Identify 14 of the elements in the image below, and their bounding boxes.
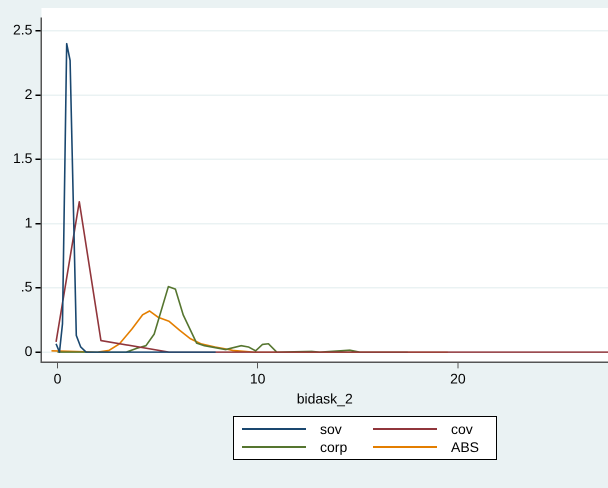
y-tick-label: 2.5 [12, 22, 33, 38]
y-tick-label: 2 [24, 86, 33, 102]
x-tick-label: 0 [54, 370, 62, 387]
x-tick-label: 20 [450, 370, 466, 387]
legend-label: cov [451, 421, 473, 437]
legend-label: ABS [451, 439, 480, 455]
y-tick-label: 1.5 [12, 150, 33, 166]
x-axis-title: bidask_2 [296, 390, 353, 406]
y-tick-label: 1 [24, 214, 33, 230]
legend-label: corp [320, 439, 348, 455]
y-tick-label: 0 [24, 342, 33, 359]
legend-label: sov [320, 421, 342, 437]
x-tick-label: 10 [250, 370, 266, 387]
y-tick-label: .5 [20, 278, 33, 295]
